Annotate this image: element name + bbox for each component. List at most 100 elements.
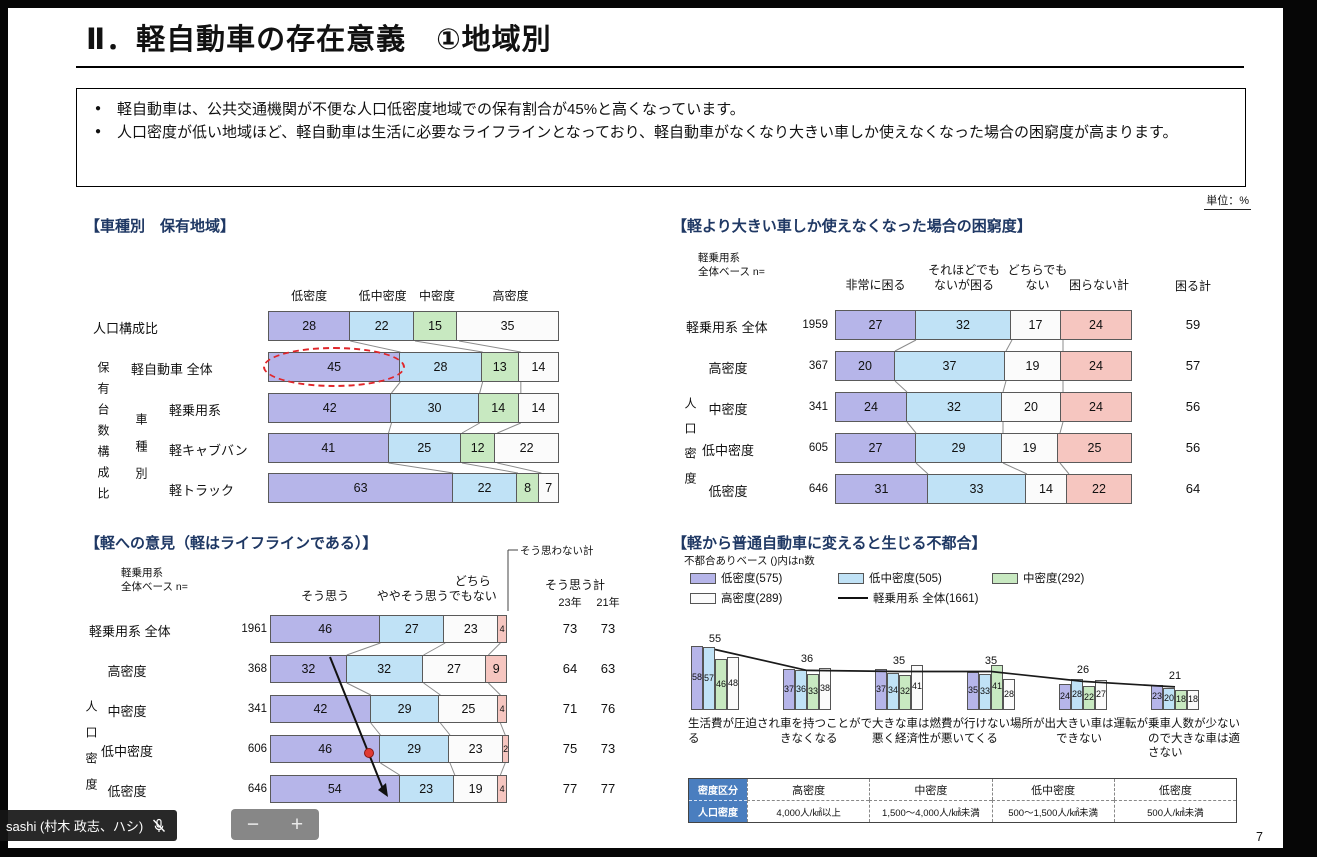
bar-value: 35 [967,684,978,695]
stacked-bar: 42 29 25 4 [270,695,510,723]
bar-segment: 32 [906,392,1002,422]
bar-value: 34 [887,685,898,696]
bar-segment: 32 [915,310,1011,340]
bar-segment: 42 [268,393,392,423]
row-n-value: 341 [247,703,267,715]
bar-segment: 7 [538,473,559,503]
row-label: 高密度 [708,361,748,376]
bar-低中密度 [703,647,715,710]
bar-segment: 14 [517,393,559,423]
total-column-header: 困る計 [1174,279,1211,293]
legend-item: 低中密度(505) [838,570,942,586]
bar-segment: 30 [390,393,479,423]
summary-box: 軽自動車は、公共交通機関が不便な人口低密度地域での保有割合が45%と高くなってい… [76,88,1246,187]
stacked-bar: 28 22 15 35 [268,311,562,341]
side-label-fleet-composition: 保有台数構成比 [96,361,110,508]
row-label: 中密度 [708,402,748,417]
row-label: 軽乗用系 全体 [686,320,768,335]
bar-segment: 27 [379,615,445,643]
bar-segment: 8 [515,473,540,503]
bar-segment: 23 [447,735,504,763]
row-total-value: 56 [1185,440,1201,455]
row-label: 低中密度 [701,443,754,458]
row-total-value: 73 [600,621,616,636]
row-n-value: 605 [808,442,828,454]
bar-segment: 41 [268,433,389,463]
stacked-bar: 63 22 8 7 [268,473,562,503]
chart-title: 【軽への意見（軽はライフラインである）】 [85,535,378,552]
legend-color-swatch [838,572,864,584]
bar-value: 41 [911,681,922,692]
bar-value: 20 [1163,693,1174,703]
bar-segment: 24 [835,392,907,422]
base-label: 軽乗用系 全体ベース n= [698,252,765,279]
density-name: 低密度 [1113,779,1236,800]
category-label: 車を持つことができなくなる [780,718,872,745]
row-total-value: 63 [600,661,616,676]
row-total-value: 64 [1185,481,1201,496]
bar-segment: 24 [1060,392,1132,422]
bar-segment: 19 [452,775,499,803]
bar-segment: 63 [268,473,454,503]
annotation-disagree-total: そう思わない計 [520,545,594,557]
bar-value: 23 [1151,691,1162,702]
column-header: 低中密度 [358,289,407,303]
bar-value: 24 [1059,690,1070,701]
bar-segment: 33 [927,474,1026,504]
zoom-in-button[interactable]: + [290,812,304,836]
group-total-value: 35 [984,654,998,667]
bar-segment: 42 [270,695,371,723]
chart-switch-inconvenience: 【軽から普通自動車に変えると生じる不都合】 不都合ありベース ()内はn数 低密度(… [672,532,1272,844]
side-label-vehicle-type: 車種別 [134,413,148,494]
bar-segment: 35 [456,311,559,341]
bar-高密度 [1187,690,1199,710]
row-n-value: 1961 [241,623,267,635]
row-total-value: 56 [1185,399,1201,414]
bar-segment: 20 [1001,392,1061,422]
bar-segment: 24 [1060,351,1132,381]
bar-value: 38 [819,683,830,694]
legend-item: 中密度(292) [992,570,1084,586]
legend-label: 中密度(292) [1023,573,1085,585]
bar-value: 28 [1071,688,1082,699]
row-total-value: 73 [562,621,578,636]
row-label: 軽キャブバン [169,443,248,458]
row-label: 軽乗用系 [169,403,222,418]
bar-value: 58 [691,672,702,683]
row-n-value: 646 [247,783,267,795]
bar-value: 36 [795,684,806,695]
chart-subtitle: 不都合ありベース ()内はn数 [684,555,815,567]
stacked-bar: 27 29 19 25 [835,433,1135,463]
legend-label: 低密度(575) [721,573,783,585]
legend-label: 軽乗用系 全体(1661) [873,593,979,605]
stacked-bar: 32 32 27 9 [270,655,510,683]
row-label: 軽トラック [169,483,235,498]
bar-segment: 27 [835,310,916,340]
row-total-value: 77 [562,781,578,796]
bar-value: 28 [1003,688,1014,699]
stacked-bar: 54 23 19 4 [270,775,510,803]
summary-bullet: 軽自動車は、公共交通機関が不便な人口低密度地域での保有割合が45%と高くなってい… [93,98,1229,121]
bar-segment: 25 [438,695,499,723]
bar-低密度 [691,646,703,710]
stacked-bar: 24 32 20 24 [835,392,1135,422]
bar-value: 33 [807,685,818,696]
stacked-bar: 46 29 23 2 [270,735,510,763]
bar-segment: 4 [497,775,507,803]
zoom-out-button[interactable]: − [246,812,260,836]
column-header: そう思う [301,589,350,603]
column-header: 低密度 [291,289,328,303]
row-total-value: 71 [562,701,578,716]
bar-segment: 25 [387,433,462,463]
density-name: 中密度 [869,779,991,800]
zoom-controls: − + [231,809,319,840]
slide-canvas: Ⅱ．軽自動車の存在意義 ①地域別 軽自動車は、公共交通機関が不便な人口低密度地域… [8,8,1283,848]
bar-segment: 46 [270,615,381,643]
page-title: Ⅱ．軽自動車の存在意義 ①地域別 [86,24,552,56]
density-range: 4,000人/㎢以上 [747,800,870,822]
density-name: 低中密度 [991,779,1114,800]
bar-segment: 22 [494,433,559,463]
summary-bullet-list: 軽自動車は、公共交通機関が不便な人口低密度地域での保有割合が45%と高くなってい… [93,98,1229,145]
bar-segment: 54 [270,775,400,803]
group-total-value: 35 [892,654,906,667]
